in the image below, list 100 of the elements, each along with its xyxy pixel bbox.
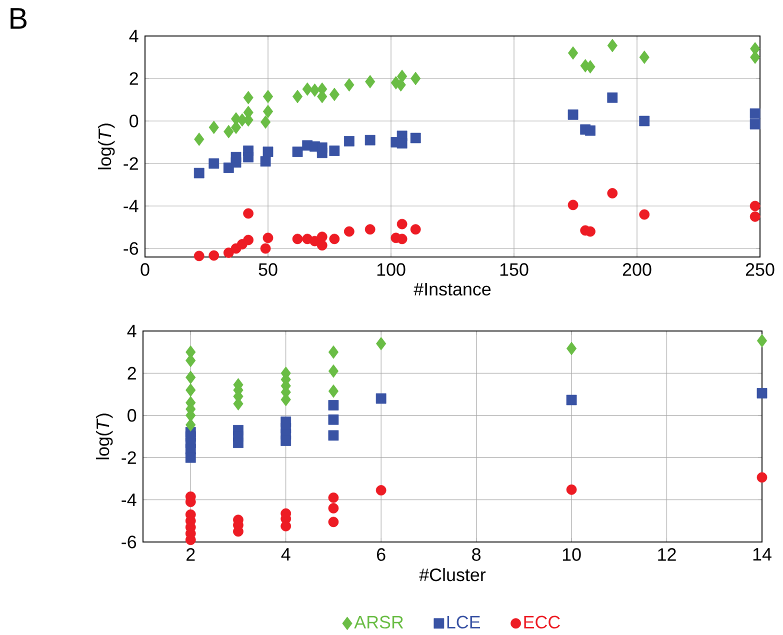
x-tick-label: 150 [500, 263, 528, 276]
point [230, 152, 242, 162]
y-tick-label: 4 [129, 30, 138, 42]
point [280, 520, 292, 532]
x-tick-label: 100 [377, 263, 406, 276]
point [208, 250, 220, 261]
point [186, 418, 196, 432]
x-tick-label: 12 [658, 548, 676, 561]
point [585, 125, 596, 136]
x-tick-label: 10 [562, 548, 581, 561]
point [292, 234, 303, 244]
point [750, 50, 760, 64]
y-tick-label: -6 [122, 536, 136, 548]
point [329, 146, 340, 156]
point [328, 492, 339, 503]
point [328, 414, 339, 425]
point [316, 240, 328, 251]
y-axis-title: log(T) [96, 414, 113, 460]
point [566, 484, 577, 495]
point [568, 46, 578, 60]
x-axis-title: #Instance [414, 283, 491, 296]
point [410, 132, 421, 144]
point [607, 38, 618, 52]
point [750, 108, 760, 119]
y-axis-title: log(T) [98, 124, 115, 170]
point [260, 156, 271, 167]
point [344, 136, 354, 146]
point [756, 472, 768, 483]
point [410, 72, 421, 86]
point [396, 234, 408, 244]
point [750, 118, 760, 130]
point [260, 115, 271, 129]
point [302, 82, 312, 96]
y-tick-label: 0 [130, 114, 138, 128]
point [262, 146, 274, 158]
y-tick-label: 2 [128, 366, 136, 380]
point [260, 243, 271, 254]
point [328, 384, 339, 398]
point [344, 226, 354, 237]
point [568, 200, 578, 210]
point [396, 138, 408, 149]
point [568, 109, 578, 120]
point [566, 394, 577, 406]
point [750, 211, 760, 222]
y-tick-label: -4 [122, 494, 136, 506]
point [237, 113, 248, 127]
x-tick-label: 14 [753, 548, 772, 561]
point [194, 132, 204, 146]
point [639, 50, 650, 64]
point [310, 83, 320, 97]
point [262, 104, 274, 118]
point [364, 224, 376, 235]
point [243, 152, 254, 162]
point [364, 134, 376, 146]
y-tick-label: -4 [124, 200, 138, 212]
point [607, 188, 618, 198]
x-tick-label: 50 [258, 263, 278, 276]
point [328, 516, 339, 528]
y-tick-label: 2 [130, 72, 138, 85]
point [756, 388, 768, 398]
legend-label: LCE [447, 616, 480, 629]
point [756, 334, 768, 348]
legend-label: ECC [524, 616, 560, 629]
point [376, 336, 386, 350]
point [316, 148, 328, 158]
legend-label: ARSR [354, 616, 404, 629]
point [585, 60, 596, 74]
y-tick-label: 0 [128, 409, 136, 422]
y-tick-label: 4 [127, 324, 136, 338]
x-axis-title: #Cluster [419, 568, 486, 582]
point [243, 234, 254, 246]
x-tick-label: 4 [281, 548, 290, 561]
point [208, 158, 220, 169]
point [328, 345, 339, 359]
point [365, 74, 376, 88]
point [344, 78, 354, 92]
point [186, 370, 196, 384]
point [243, 90, 254, 104]
point [208, 120, 219, 134]
point [328, 364, 339, 378]
point [566, 342, 577, 356]
point [328, 400, 339, 410]
point [243, 208, 254, 219]
point [396, 218, 408, 230]
point [292, 90, 303, 104]
point [186, 383, 196, 397]
point [194, 168, 204, 178]
y-tick-label: -2 [124, 157, 138, 170]
x-tick-label: 8 [472, 548, 481, 561]
point [750, 200, 760, 212]
x-tick-label: 0 [140, 263, 150, 276]
point [224, 124, 234, 138]
point [376, 393, 386, 404]
point [292, 146, 303, 158]
text: B [10, 8, 27, 29]
y-tick-label: -6 [124, 242, 138, 255]
point [328, 503, 339, 514]
point [194, 250, 204, 262]
point [328, 430, 339, 441]
point [607, 92, 618, 103]
